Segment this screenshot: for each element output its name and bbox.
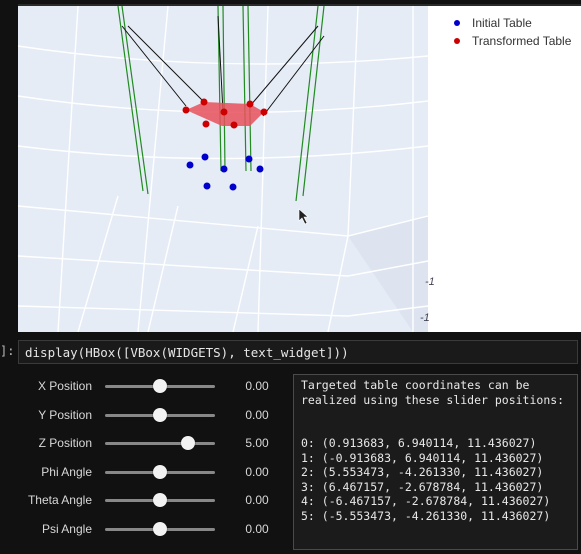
3d-scene[interactable] bbox=[18, 6, 581, 332]
slider-row: Phi Angle 0.00 bbox=[0, 462, 290, 482]
plot-legend[interactable]: Initial Table Transformed Table bbox=[450, 14, 571, 50]
code-editor[interactable]: display(HBox([VBox(WIDGETS), text_widget… bbox=[18, 340, 578, 364]
slider-label: Phi Angle bbox=[41, 464, 92, 479]
axis-tick-2: -1 bbox=[420, 312, 430, 324]
transformed-points bbox=[182, 98, 268, 129]
slider-track[interactable] bbox=[105, 436, 215, 450]
slider-value[interactable]: 0.00 bbox=[245, 521, 269, 536]
slider-handle[interactable] bbox=[153, 521, 167, 536]
legend-item-transformed[interactable]: Transformed Table bbox=[450, 32, 571, 50]
legend-label: Transformed Table bbox=[472, 34, 572, 48]
code-cell[interactable]: ]: display(HBox([VBox(WIDGETS), text_wid… bbox=[0, 338, 581, 368]
scene-floor-corner bbox=[348, 216, 428, 332]
slider-label: X Position bbox=[37, 379, 92, 393]
slider-value[interactable]: 0.00 bbox=[245, 464, 269, 479]
plot-area[interactable]: -1 -1 Initial Table Transformed Table bbox=[0, 0, 581, 335]
output-line: 0: (0.913683, 6.940114, 11.436027) bbox=[301, 436, 537, 450]
cell-prompt: ]: bbox=[0, 344, 15, 358]
text-widget-output: Targeted table coordinates can be realiz… bbox=[293, 374, 578, 550]
output-line: 3: (6.467157, -2.678784, 11.436027) bbox=[301, 479, 544, 494]
output-header-line2: realized using these slider positions: bbox=[301, 392, 565, 407]
legend-label: Initial Table bbox=[472, 16, 532, 30]
cell-divider bbox=[18, 4, 581, 6]
slider-handle[interactable] bbox=[153, 407, 167, 422]
slider-track[interactable] bbox=[105, 407, 215, 422]
slider-value[interactable]: 5.00 bbox=[245, 436, 269, 450]
initial-points bbox=[186, 153, 264, 191]
slider-row: Y Position 0.00 bbox=[0, 405, 290, 425]
slider-value[interactable]: 0.00 bbox=[245, 379, 269, 393]
output-line: 4: (-6.467157, -2.678784, 11.436027) bbox=[301, 494, 551, 508]
slider-track[interactable] bbox=[105, 493, 215, 507]
slider-label: Z Position bbox=[38, 436, 92, 450]
output-header-line1: Targeted table coordinates can be bbox=[301, 378, 530, 392]
slider-row: Theta Angle 0.00 bbox=[0, 490, 290, 510]
legend-marker-icon bbox=[454, 38, 460, 44]
slider-label: Y Position bbox=[38, 407, 92, 422]
slider-track[interactable] bbox=[105, 521, 215, 536]
slider-handle[interactable] bbox=[153, 464, 167, 479]
slider-handle[interactable] bbox=[153, 379, 167, 393]
slider-handle[interactable] bbox=[153, 493, 167, 507]
output-line: 1: (-0.913683, 6.940114, 11.436027) bbox=[301, 450, 544, 465]
mouse-cursor-icon bbox=[298, 208, 309, 225]
slider-track[interactable] bbox=[105, 464, 215, 479]
slider-row: Psi Angle 0.00 bbox=[0, 519, 290, 539]
output-line: 2: (5.553473, -4.261330, 11.436027) bbox=[301, 465, 544, 479]
axis-tick-1: -1 bbox=[425, 276, 435, 288]
legend-item-initial[interactable]: Initial Table bbox=[450, 14, 571, 32]
cables bbox=[121, 15, 325, 117]
slider-label: Psi Angle bbox=[41, 521, 92, 536]
slider-handle[interactable] bbox=[180, 436, 195, 450]
slider-row: X Position 0.00 bbox=[0, 376, 290, 396]
output-line: 5: (-5.553473, -4.261330, 11.436027) bbox=[301, 508, 551, 523]
legend-marker-icon bbox=[454, 20, 460, 26]
slider-label: Theta Angle bbox=[27, 493, 92, 507]
slider-row: Z Position 5.00 bbox=[0, 433, 290, 453]
slider-track[interactable] bbox=[105, 379, 215, 393]
slider-value[interactable]: 0.00 bbox=[245, 407, 269, 422]
slider-value[interactable]: 0.00 bbox=[245, 493, 269, 507]
